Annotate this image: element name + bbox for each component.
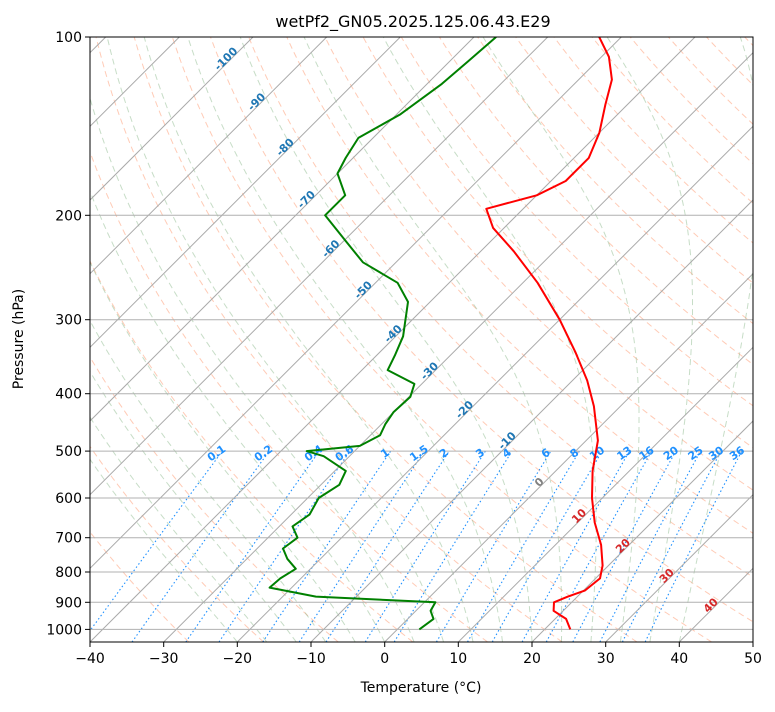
x-tick-label: 50 <box>744 651 762 667</box>
y-tick-label: 400 <box>55 387 82 403</box>
x-axis-label: Temperature (°C) <box>360 680 482 696</box>
y-tick-label: 500 <box>55 444 82 460</box>
x-tick-label: 0 <box>380 651 389 667</box>
chart-title: wetPf2_GN05.2025.125.06.43.E29 <box>275 12 550 32</box>
x-tick-label: 20 <box>523 651 541 667</box>
y-tick-label: 1000 <box>46 622 82 638</box>
x-tick-label: −10 <box>296 651 326 667</box>
x-tick-label: 30 <box>597 651 615 667</box>
x-tick-label: −40 <box>75 651 105 667</box>
y-tick-label: 600 <box>55 491 82 507</box>
x-tick-label: −30 <box>149 651 179 667</box>
y-tick-label: 700 <box>55 531 82 547</box>
x-tick-label: 40 <box>670 651 688 667</box>
y-tick-label: 300 <box>55 313 82 329</box>
x-tick-label: −20 <box>223 651 253 667</box>
y-tick-label: 100 <box>55 30 82 46</box>
y-tick-label: 200 <box>55 208 82 224</box>
y-tick-label: 900 <box>55 595 82 611</box>
y-tick-label: 800 <box>55 565 82 581</box>
x-tick-label: 10 <box>449 651 467 667</box>
y-axis-label: Pressure (hPa) <box>11 289 27 389</box>
